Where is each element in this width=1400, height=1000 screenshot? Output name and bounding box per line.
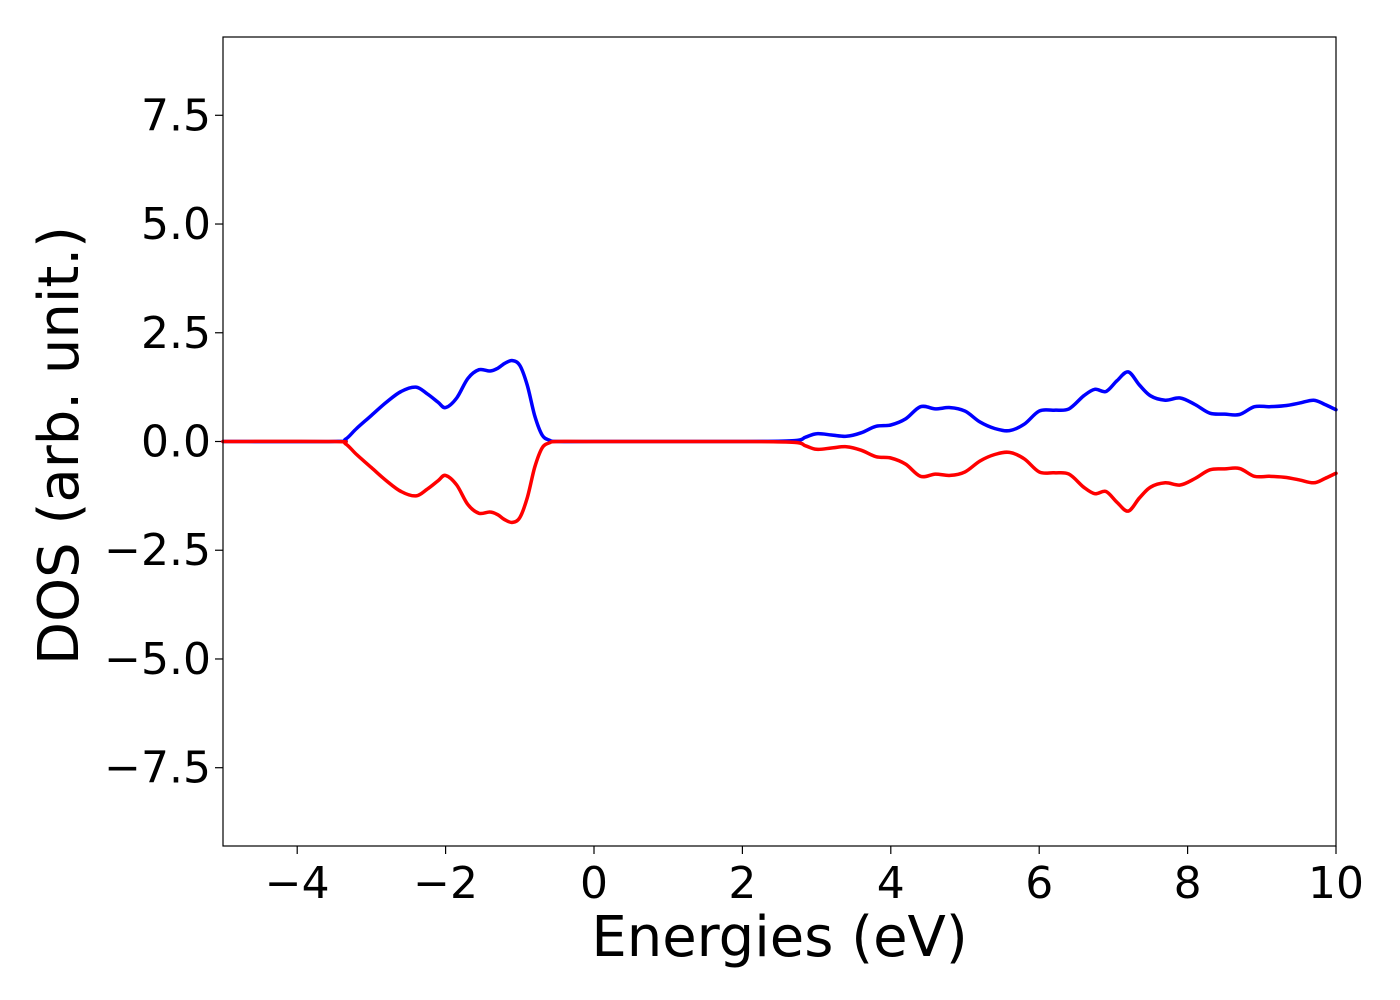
x-tick-label: 0 bbox=[580, 858, 608, 909]
y-tick-label: −2.5 bbox=[104, 525, 211, 576]
y-tick-label: 2.5 bbox=[141, 308, 211, 359]
x-tick-label: −2 bbox=[413, 858, 478, 909]
y-axis-ticks: 7.5 5.0 2.5 0.0 −2.5 −5.0 −7.5 bbox=[104, 90, 223, 794]
y-tick-label: 5.0 bbox=[141, 199, 211, 250]
plot-series bbox=[221, 358, 1338, 525]
y-tick-label: 0.0 bbox=[141, 417, 211, 468]
spin-down-line bbox=[221, 439, 1338, 525]
x-axis-ticks: −4 −2 0 2 4 6 8 10 bbox=[265, 846, 1364, 909]
y-tick-label: −5.0 bbox=[104, 634, 211, 685]
y-tick-label: 7.5 bbox=[141, 90, 211, 141]
x-tick-label: 6 bbox=[1025, 858, 1053, 909]
x-tick-label: 8 bbox=[1174, 858, 1202, 909]
y-axis-title: DOS (arb. unit.) bbox=[27, 226, 92, 665]
spin-up-line bbox=[221, 358, 1338, 444]
y-tick-label: −7.5 bbox=[104, 743, 211, 794]
x-tick-label: 10 bbox=[1308, 858, 1364, 909]
x-tick-label: 2 bbox=[728, 858, 756, 909]
x-tick-label: −4 bbox=[265, 858, 330, 909]
plot-frame bbox=[222, 36, 1337, 847]
x-axis-title: Energies (eV) bbox=[591, 905, 967, 970]
x-tick-label: 4 bbox=[877, 858, 905, 909]
